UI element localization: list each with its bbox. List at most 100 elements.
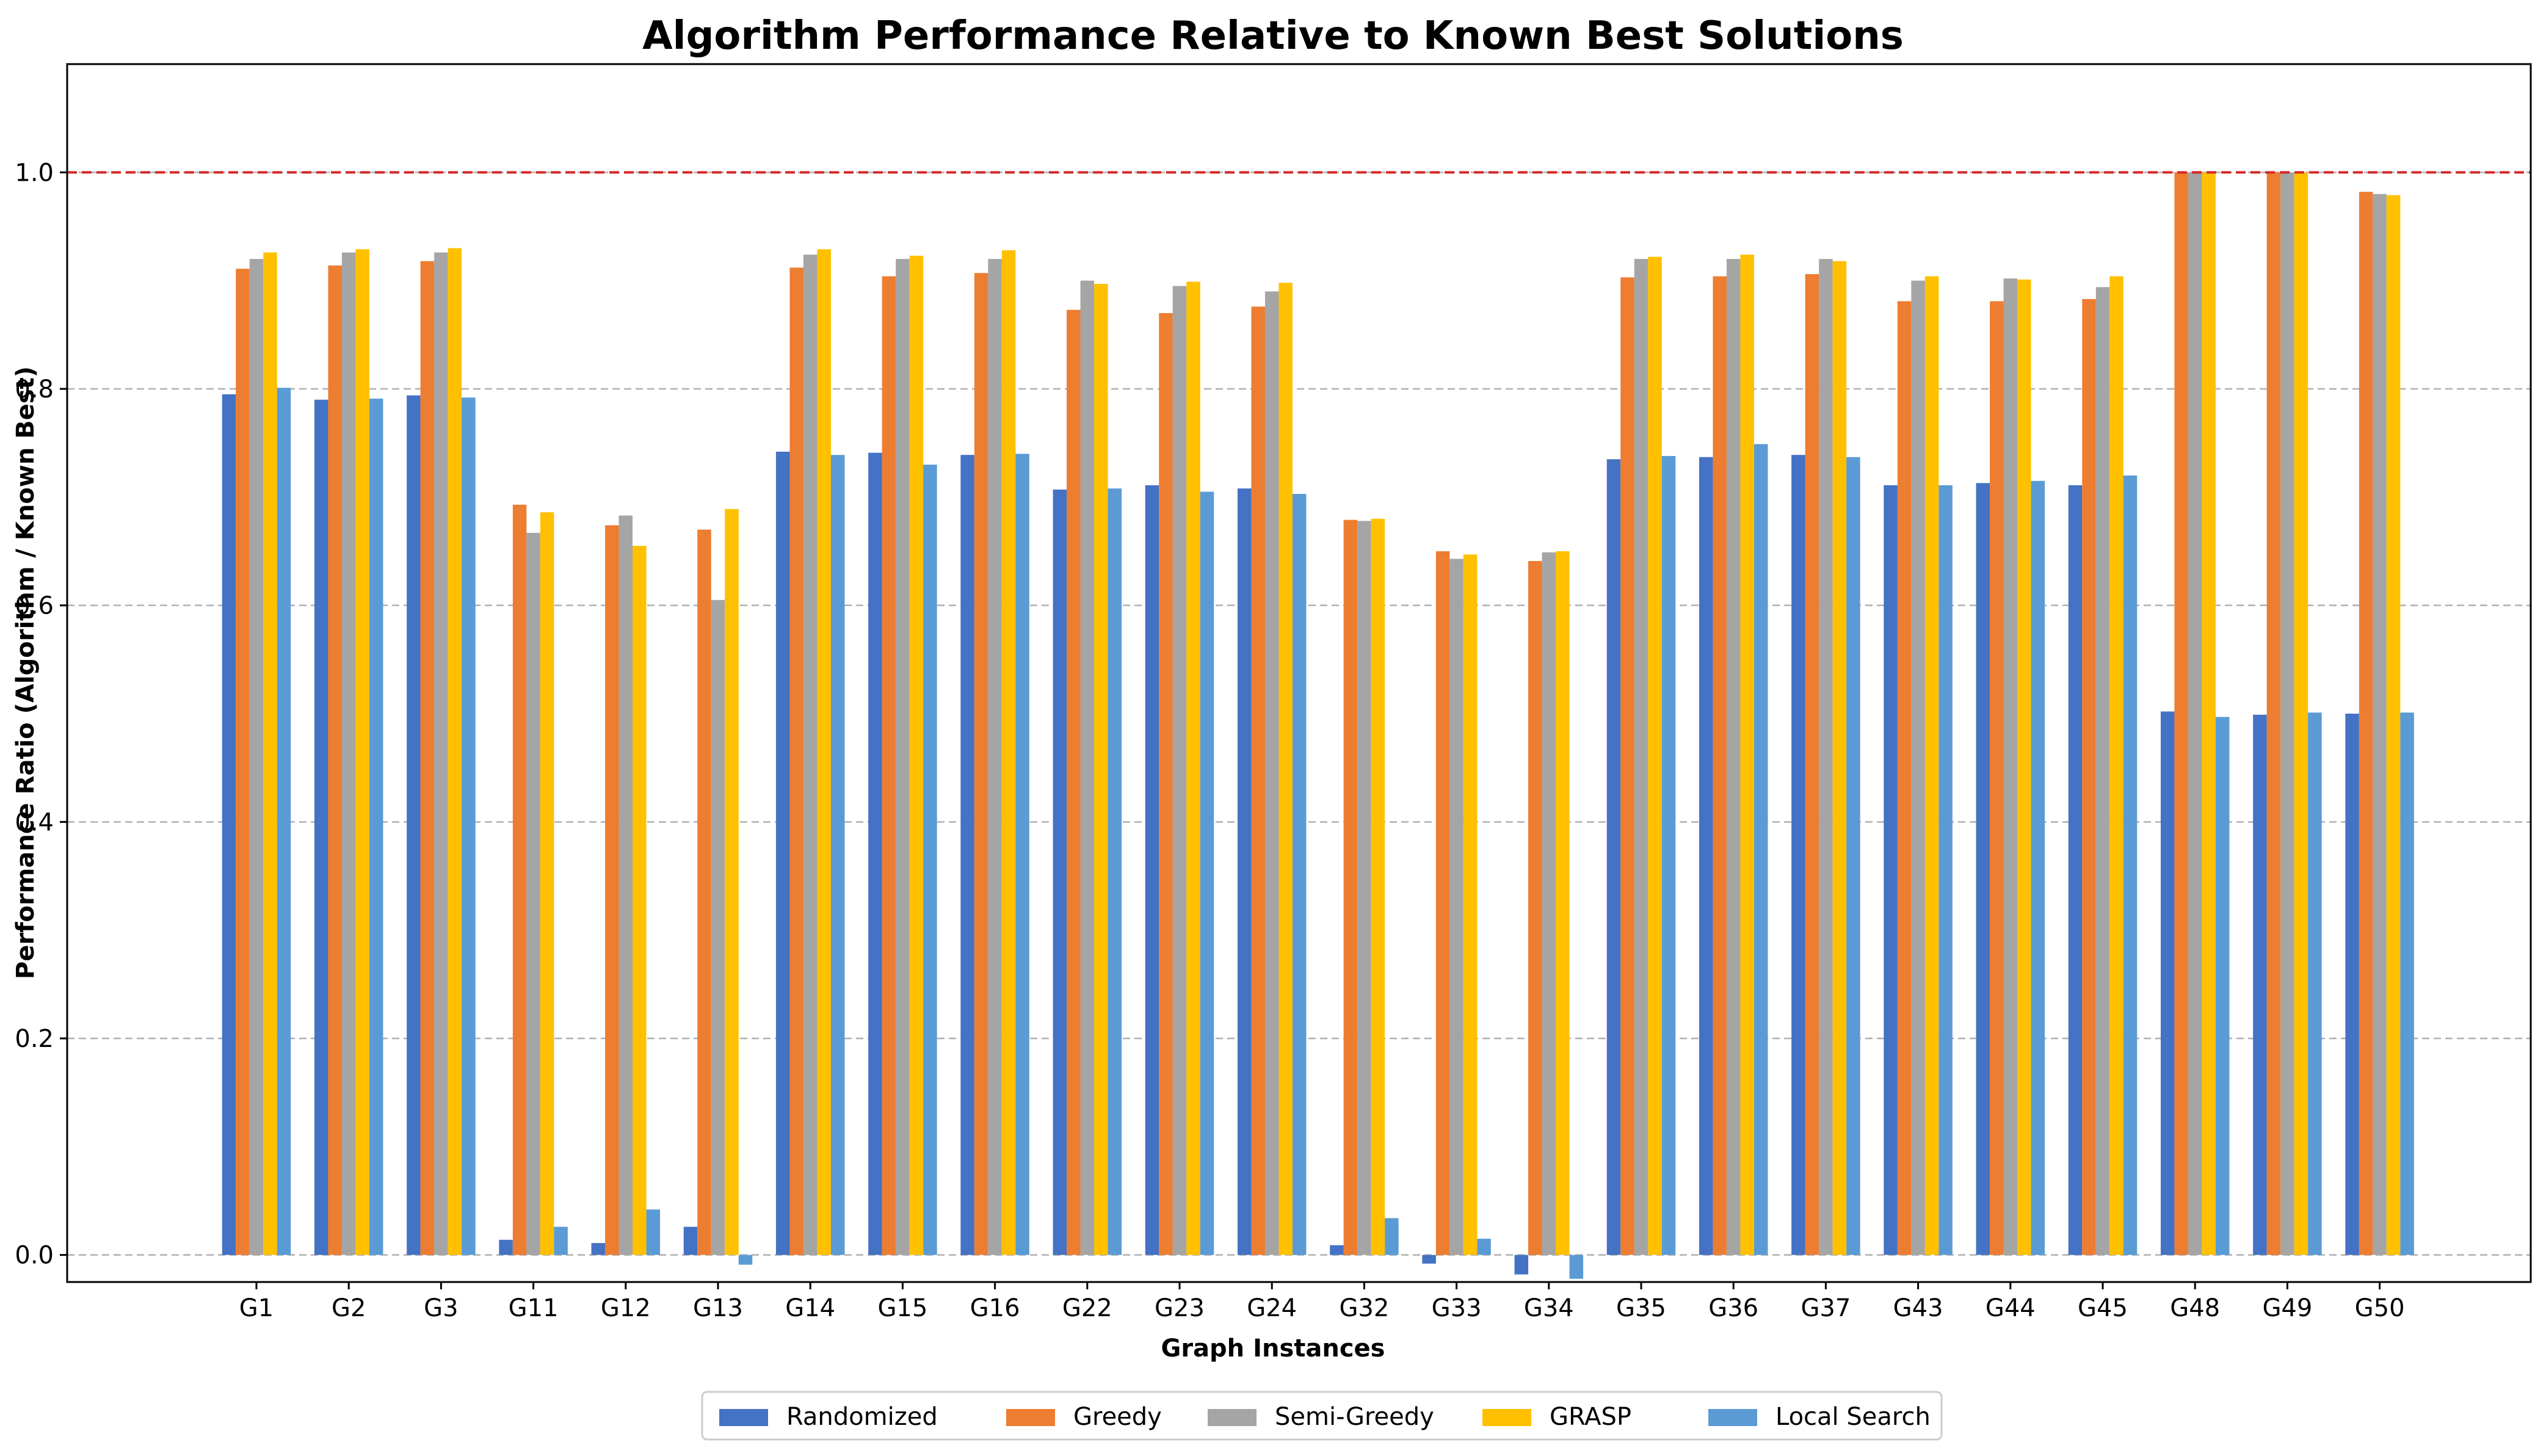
bar-greedy [2174,172,2188,1255]
x-tick-label: G36 [1708,1294,1758,1322]
bar-grasp [1740,255,1754,1255]
bar-semi-greedy [526,532,540,1255]
bar-semi-greedy [2280,172,2294,1255]
x-tick-label: G32 [1339,1294,1389,1322]
x-tick-label: G35 [1616,1294,1666,1322]
bar-semi-greedy [1172,286,1187,1255]
bar-semi-greedy [1080,280,1095,1255]
bar-local-search [738,1255,753,1265]
bar-grasp [355,249,369,1255]
bar-greedy [420,261,435,1255]
legend-box [701,1391,1943,1441]
bar-grasp [2109,276,2123,1255]
y-tick-label: 1.0 [15,159,54,187]
bar-greedy [1805,274,1819,1255]
x-tick-label: G24 [1247,1294,1297,1322]
bar-greedy [1343,520,1358,1255]
x-tick-label: G12 [601,1294,651,1322]
bar-greedy [697,529,711,1255]
x-axis-ticks: G1 G2 G3 G11 G12 G13 G14 G15 G16 G22 G23 G24 G32 G33 G… [239,1282,2405,1322]
legend-label: GRASP [1550,1403,1631,1431]
bar-greedy [1067,310,1081,1255]
x-tick-label: G48 [2170,1294,2220,1322]
bar-semi-greedy [1819,259,1833,1255]
x-tick-label: G14 [785,1294,835,1322]
bar-local-search [277,388,291,1255]
bar-grasp [2386,195,2401,1255]
x-tick-label: G45 [2078,1294,2128,1322]
bar-greedy [512,504,527,1255]
x-tick-label: G33 [1432,1294,1482,1322]
bar-local-search [2215,717,2230,1255]
x-tick-label: G49 [2262,1294,2312,1322]
bar-local-search [2031,480,2045,1255]
bar-grasp [1094,283,1108,1255]
bar-randomized [2068,485,2083,1255]
bar-grasp [540,512,554,1255]
bar-semi-greedy [341,252,356,1255]
bar-greedy [236,269,250,1255]
bar-grasp [633,546,647,1255]
bar-greedy [1251,306,1265,1255]
x-tick-label: G22 [1062,1294,1112,1322]
bar-local-search [1477,1239,1491,1255]
bar-local-search [2400,712,2414,1255]
bar-local-search [2308,712,2322,1255]
bar-local-search [1661,455,1676,1255]
bar-greedy [1990,301,2004,1255]
bar-randomized [314,399,328,1255]
x-tick-label: G43 [1893,1294,1943,1322]
legend: Randomized Greedy Semi-Greedy GRASP Local Se… [701,1391,1943,1441]
bar-semi-greedy [1726,259,1741,1255]
bar-grasp [2017,279,2031,1255]
legend-swatch [1006,1409,1055,1426]
bar-randomized [683,1226,698,1255]
bar-semi-greedy [1634,259,1648,1255]
bar-semi-greedy [2188,172,2202,1255]
bar-semi-greedy [434,252,448,1255]
bar-semi-greedy [1542,552,1556,1255]
bar-local-search [554,1226,568,1255]
bar-local-search [462,397,476,1255]
bar-local-search [1015,454,1029,1255]
x-axis-label: Graph Instances [1161,1335,1385,1363]
bar-randomized [591,1243,606,1255]
bar-greedy [789,267,803,1255]
bar-semi-greedy [1449,559,1463,1255]
x-tick-label: G13 [693,1294,743,1322]
bar-grasp [1832,261,1847,1255]
bar-randomized [1791,455,1805,1255]
bar-grasp [1001,250,1016,1255]
bar-greedy [974,273,988,1255]
bar-semi-greedy [988,259,1002,1255]
bar-grasp [1648,256,1662,1255]
chart-title: Algorithm Performance Relative to Known … [642,13,1904,59]
bar-grasp [448,248,462,1255]
bar-randomized [960,455,974,1255]
bar-randomized [775,451,790,1255]
bar-local-search [923,465,937,1255]
bar-grasp [1371,518,1385,1255]
bar-randomized [1699,457,1713,1255]
legend-swatch [719,1409,768,1426]
bar-greedy [1620,277,1634,1255]
plot-frame [66,63,2532,1283]
bar-grasp [817,249,831,1255]
bar-semi-greedy [618,515,633,1255]
x-tick-label: G3 [424,1294,458,1322]
bar-randomized [1606,459,1621,1255]
bar-greedy [328,265,342,1255]
bar-local-search [830,455,845,1255]
bar-greedy [2266,172,2281,1255]
bar-semi-greedy [2003,278,2018,1255]
bar-semi-greedy [896,259,910,1255]
bar-greedy [1897,301,1912,1255]
y-tick-label: 0.4 [15,808,54,836]
x-tick-label: G11 [509,1294,559,1322]
bars-layer [222,172,2414,1279]
bar-greedy [605,525,619,1255]
y-tick-label: 0.8 [15,375,54,404]
legend-swatch [1482,1409,1531,1426]
bar-grasp [1186,281,1200,1255]
